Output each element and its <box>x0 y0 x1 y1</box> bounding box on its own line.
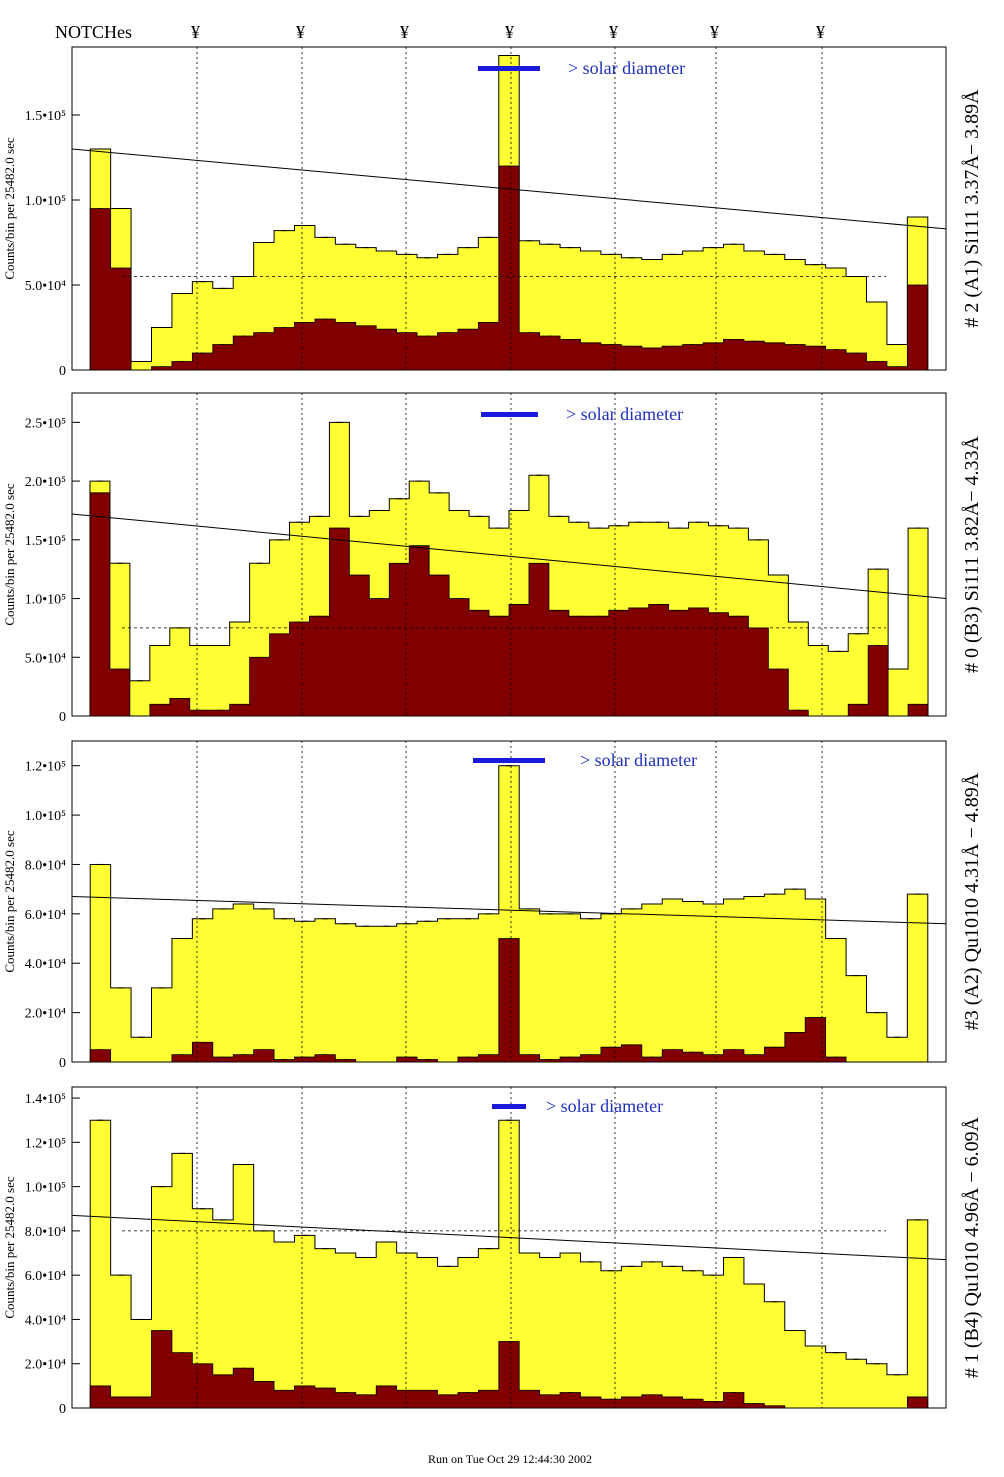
y-tick-label: 4.0•10⁴ <box>25 957 66 972</box>
y-axis-label: Counts/bin per 25482.0 sec <box>2 137 17 279</box>
y-axis-label: Counts/bin per 25482.0 sec <box>2 483 17 625</box>
notch-marker: ¥ <box>400 22 409 42</box>
notch-marker: ¥ <box>191 22 200 42</box>
reference-line <box>71 896 947 925</box>
y-tick-label: 2.5•10⁵ <box>25 416 66 431</box>
chart-panel-1: 0 5.0•10⁴ 1.0•10⁵ 1.5•10⁵ 2.0•10⁵ 2.5•10⁵ Coun… <box>2 392 983 725</box>
chart-panel-0: 0 5.0•10⁴ 1.0•10⁵ 1.5•10⁵ Counts/bin per 254… <box>2 46 983 379</box>
y-tick-label: 1.5•10⁵ <box>25 109 66 124</box>
y-tick-label: 1.0•10⁵ <box>25 1181 66 1196</box>
panel-title: # 2 (A1) Si111 3.37Å− 3.89Å <box>961 89 983 328</box>
notch-marker: ¥ <box>816 22 825 42</box>
series-total-area <box>80 1119 938 1409</box>
reference-line <box>71 1214 947 1261</box>
y-tick-label: 0 <box>59 710 66 725</box>
y-tick-label: 4.0•10⁴ <box>25 1313 66 1328</box>
panel-title: #3 (A2) Qu1010 4.31Å − 4.89Å <box>961 772 983 1030</box>
y-tick-label: 1.5•10⁵ <box>25 534 66 549</box>
reference-line <box>71 148 947 230</box>
y-tick-label: 0 <box>59 1402 66 1417</box>
notch-marker: ¥ <box>710 22 719 42</box>
series-masked-area <box>80 165 938 371</box>
y-tick-label: 1.4•10⁵ <box>25 1092 66 1107</box>
run-timestamp: Run on Tue Oct 29 12:44:30 2002 <box>428 1452 592 1466</box>
panel-title: # 1 (B4) Qu1010 4.96Å − 6.09Å <box>961 1116 983 1378</box>
chart-panel-3: 0 2.0•10⁴ 4.0•10⁴ 6.0•10⁴ 8.0•10⁴ 1.0•10⁵ 1.2•… <box>2 1086 983 1417</box>
y-tick-label: 6.0•10⁴ <box>25 908 66 923</box>
legend-swatch <box>473 758 545 763</box>
reference-line <box>71 513 947 600</box>
y-tick-label: 8.0•10⁴ <box>25 1225 66 1240</box>
panels: 0 5.0•10⁴ 1.0•10⁵ 1.5•10⁵ Counts/bin per 254… <box>2 46 983 1417</box>
legend-text: > solar diameter <box>566 404 683 424</box>
y-tick-label: 0 <box>59 1056 66 1071</box>
notch-marker: ¥ <box>296 22 305 42</box>
chart-panel-2: 0 2.0•10⁴ 4.0•10⁴ 6.0•10⁴ 8.0•10⁴ 1.0•10⁵ 1.2•… <box>2 740 983 1071</box>
y-tick-label: 0 <box>59 364 66 379</box>
notch-marker: ¥ <box>505 22 514 42</box>
y-tick-label: 8.0•10⁴ <box>25 858 66 873</box>
y-tick-label: 1.2•10⁵ <box>25 1136 66 1151</box>
notch-label: NOTCHes <box>55 22 132 42</box>
series-masked-area <box>80 492 938 717</box>
y-tick-label: 2.0•10⁴ <box>25 1358 66 1373</box>
y-axis-label: Counts/bin per 25482.0 sec <box>2 830 17 972</box>
legend-text: > solar diameter <box>568 58 685 78</box>
y-tick-label: 2.0•10⁵ <box>25 475 66 490</box>
legend-swatch <box>492 1104 526 1109</box>
y-tick-label: 2.0•10⁴ <box>25 1007 66 1022</box>
legend-text: > solar diameter <box>580 750 697 770</box>
y-tick-label: 1.0•10⁵ <box>25 593 66 608</box>
series-masked-area <box>80 1330 938 1409</box>
y-tick-label: 1.0•10⁵ <box>25 809 66 824</box>
legend-swatch <box>478 66 540 71</box>
series-total-area <box>80 765 938 1063</box>
y-tick-label: 6.0•10⁴ <box>25 1269 66 1284</box>
legend-swatch <box>481 412 538 417</box>
legend-text: > solar diameter <box>546 1096 663 1116</box>
y-tick-label: 1.0•10⁵ <box>25 194 66 209</box>
y-tick-label: 5.0•10⁴ <box>25 279 66 294</box>
notch-header: NOTCHes ¥ ¥ ¥ ¥ ¥ ¥ ¥ <box>55 22 825 42</box>
y-tick-label: 1.2•10⁵ <box>25 760 66 775</box>
y-tick-label: 5.0•10⁴ <box>25 651 66 666</box>
y-axis-label: Counts/bin per 25482.0 sec <box>2 1176 17 1318</box>
notch-marker: ¥ <box>609 22 618 42</box>
panel-title: # 0 (B3) Si111 3.82Å− 4.33Å <box>961 435 983 673</box>
